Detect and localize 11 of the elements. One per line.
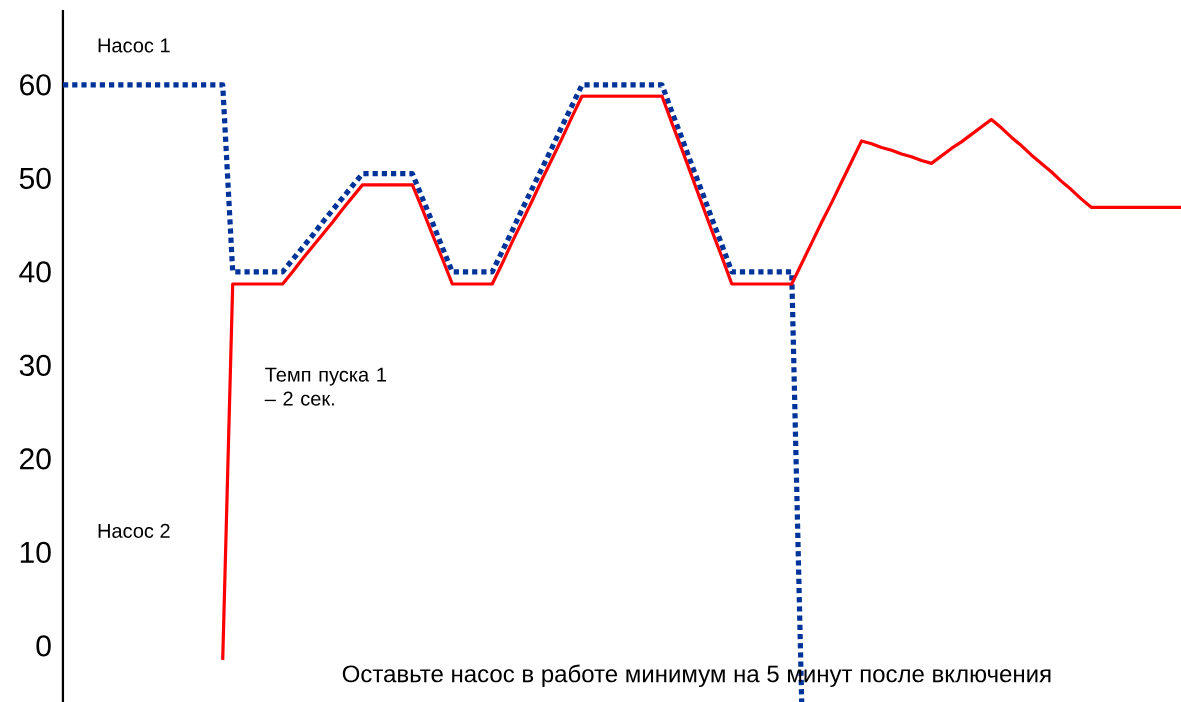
y-tick-label: 40 (19, 261, 51, 283)
y-tick-label: 0 (36, 635, 51, 657)
y-tick-label: 10 (20, 541, 51, 563)
y-tick-label: 20 (20, 448, 51, 470)
annotation: Оставьте насос в работе минимум на 5 минут после включения (342, 664, 1051, 688)
text: Насос 2 (98, 523, 170, 538)
annotation: Темп пуска 1 – 2 сек. (264, 367, 386, 406)
series-label: Насос 1 (98, 38, 170, 53)
y-tick-label: 60 (20, 74, 51, 96)
y-tick-label: 50 (19, 167, 51, 189)
y-tick-label: 30 (19, 354, 51, 376)
